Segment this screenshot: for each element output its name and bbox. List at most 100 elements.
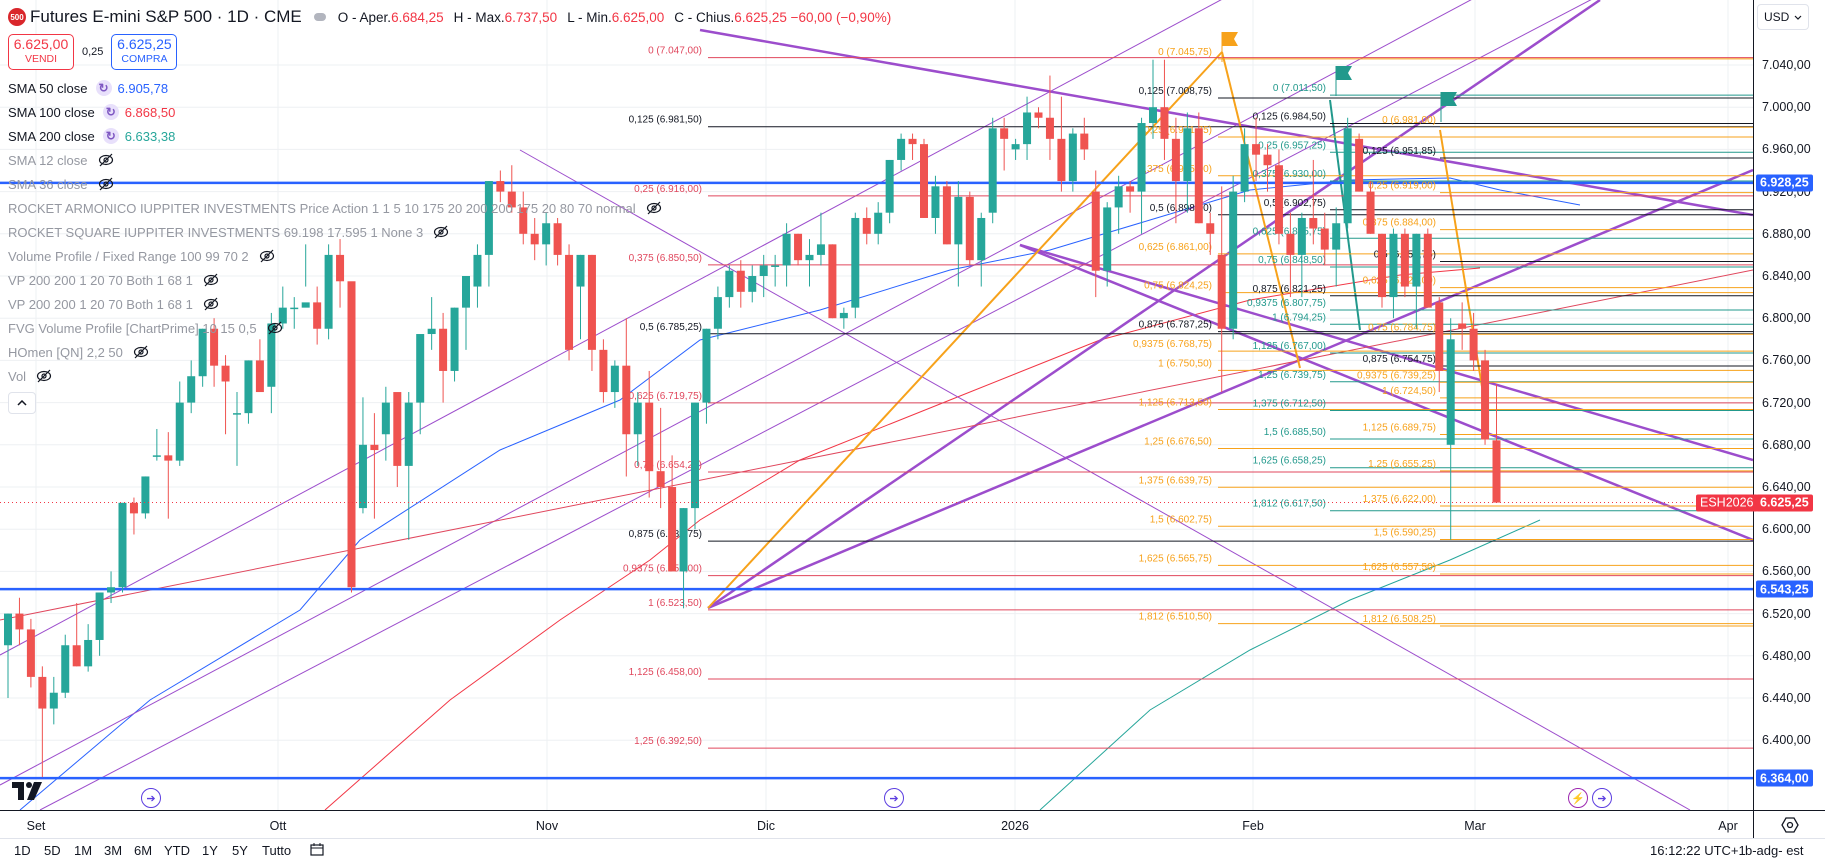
adjustment-toggle[interactable]: b-adg- est bbox=[1745, 843, 1804, 858]
candle-body bbox=[427, 328, 436, 335]
fib-mid-label: 1,125 (6.713,50) bbox=[1139, 397, 1212, 408]
fib-left-label: 0,75 (6.654,25) bbox=[634, 460, 702, 471]
tradingview-logo[interactable] bbox=[12, 782, 44, 805]
symbol-header: 500 Futures E-mini S&P 500 · 1D · CME O … bbox=[8, 4, 901, 30]
candle-body bbox=[393, 392, 402, 466]
dividend-event-icon[interactable]: ➔ bbox=[141, 788, 161, 808]
refresh-icon[interactable]: ↻ bbox=[95, 80, 112, 96]
candle-body bbox=[519, 207, 528, 234]
indicator-item[interactable]: SMA 200 close ↻ 6.633,38 bbox=[8, 124, 901, 148]
fib-mid-label: 1,625 (6.565,75) bbox=[1139, 553, 1212, 564]
currency-select[interactable]: USD bbox=[1757, 4, 1809, 30]
candle-body bbox=[691, 402, 699, 509]
indicator-item[interactable]: Vol bbox=[8, 364, 901, 388]
indicator-label: VP 200 200 1 20 70 Both 1 68 1 bbox=[8, 296, 193, 312]
calendar-icon[interactable] bbox=[310, 842, 324, 856]
indicator-item[interactable]: ROCKET ARMONICO IUPPITER INVESTMENTS Pri… bbox=[8, 196, 901, 220]
candle-body bbox=[885, 159, 894, 213]
range-button-3m[interactable]: 3M bbox=[104, 843, 123, 858]
candle-body bbox=[622, 365, 631, 435]
dividend-event-icon[interactable]: ➔ bbox=[884, 788, 904, 808]
range-button-1d[interactable]: 1D bbox=[14, 843, 31, 858]
price-label: 6.928,25 bbox=[1756, 174, 1813, 192]
indicator-item[interactable]: ROCKET SQUARE IUPPITER INVESTMENTS 69.19… bbox=[8, 220, 901, 244]
range-button-5d[interactable]: 5D bbox=[44, 843, 61, 858]
eye-crossed-icon[interactable] bbox=[203, 273, 219, 287]
eye-crossed-icon[interactable] bbox=[267, 321, 283, 335]
indicator-label: ROCKET SQUARE IUPPITER INVESTMENTS 69.19… bbox=[8, 224, 424, 240]
candle-body bbox=[450, 307, 459, 371]
indicator-label: FVG Volume Profile [ChartPrime] 10 15 0,… bbox=[8, 320, 257, 336]
candle-body bbox=[1481, 360, 1490, 440]
market-status-icon[interactable] bbox=[313, 13, 326, 21]
range-button-tutto[interactable]: Tutto bbox=[262, 843, 292, 858]
dividend-event-icon[interactable]: ➔ bbox=[1592, 788, 1612, 808]
fib-right-label: 0,875 (6.821,25) bbox=[1253, 284, 1326, 295]
fib-left-label: 1,25 (6.392,50) bbox=[634, 736, 702, 747]
candle-body bbox=[129, 502, 138, 514]
indicator-item[interactable]: VP 200 200 1 20 70 Both 1 68 1 bbox=[8, 292, 901, 316]
buy-button[interactable]: 6.625,25 COMPRA bbox=[111, 34, 178, 70]
price-tick: 6.680,00 bbox=[1762, 437, 1811, 452]
price-tick: 6.960,00 bbox=[1762, 142, 1811, 157]
indicator-item[interactable]: FVG Volume Profile [ChartPrime] 10 15 0,… bbox=[8, 316, 901, 340]
candle-body bbox=[1217, 254, 1226, 329]
candle-body bbox=[416, 334, 425, 403]
range-button-5y[interactable]: 5Y bbox=[232, 843, 248, 858]
sell-button[interactable]: 6.625,00 VENDI bbox=[8, 34, 74, 70]
clock[interactable]: 16:12:22 UTC+1 bbox=[1650, 843, 1746, 858]
eye-crossed-icon[interactable] bbox=[433, 225, 449, 239]
range-button-1y[interactable]: 1Y bbox=[202, 843, 218, 858]
ohlc-low: L - Min.6.625,00 bbox=[567, 9, 665, 25]
indicator-item[interactable]: SMA 100 close ↻ 6.868,50 bbox=[8, 100, 901, 124]
chart-settings-button[interactable] bbox=[1753, 810, 1825, 839]
eye-crossed-icon[interactable] bbox=[646, 201, 662, 215]
chart-canvas[interactable]: 0 (7.047,00) 0,125 (6.981,50) 0,25 (6.916,… bbox=[0, 0, 1753, 810]
eye-crossed-icon[interactable] bbox=[133, 345, 149, 359]
collapse-legend-button[interactable] bbox=[8, 392, 36, 414]
fib-mid-label: 0,875 (6.787,25) bbox=[1139, 320, 1212, 331]
indicator-item[interactable]: SMA 12 close bbox=[8, 148, 901, 172]
indicator-item[interactable]: Volume Profile / Fixed Range 100 99 70 2 bbox=[8, 244, 901, 268]
indicator-item[interactable]: VP 200 200 1 20 70 Both 1 68 1 bbox=[8, 268, 901, 292]
eye-crossed-icon[interactable] bbox=[98, 153, 114, 167]
flag-icon bbox=[1222, 32, 1238, 46]
candle-body bbox=[1103, 207, 1112, 271]
candle-body bbox=[210, 328, 219, 366]
symbol-title[interactable]: Futures E-mini S&P 500 · 1D · CME bbox=[30, 7, 302, 26]
eye-crossed-icon[interactable] bbox=[203, 297, 219, 311]
indicator-item[interactable]: SMA 50 close ↻ 6.905,78 bbox=[8, 76, 901, 100]
eye-crossed-icon[interactable] bbox=[98, 177, 114, 191]
candle-body bbox=[805, 254, 814, 261]
candle-body bbox=[507, 191, 516, 208]
candle-body bbox=[164, 455, 173, 461]
time-label: Ott bbox=[269, 819, 287, 833]
candle-body bbox=[1446, 339, 1455, 445]
eye-crossed-icon[interactable] bbox=[259, 249, 275, 263]
bottom-toolbar: 16:12:22 UTC+1 b-adg- est 1D 5D 1M 3M 6M YTD 1… bbox=[0, 838, 1825, 859]
refresh-icon[interactable]: ↻ bbox=[102, 104, 119, 120]
indicator-item[interactable]: SMA 36 close bbox=[8, 172, 901, 196]
channel-line-bold bbox=[707, 168, 1753, 610]
candle-body bbox=[107, 587, 116, 593]
range-button-1m[interactable]: 1M bbox=[74, 843, 93, 858]
price-axis[interactable]: 7.040,00 7.000,00 6.960,00 6.920,00 6.880,00… bbox=[1753, 0, 1825, 810]
fib-left-label: 0,875 (6.588,75) bbox=[629, 529, 702, 540]
candle-body bbox=[26, 629, 35, 677]
fib-far-label: 0,375 (6.884,00) bbox=[1363, 218, 1436, 229]
price-tick: 6.440,00 bbox=[1762, 691, 1811, 705]
refresh-icon[interactable]: ↻ bbox=[102, 128, 119, 144]
fib-mid-label: 0,25 (6.971,75) bbox=[1144, 125, 1212, 136]
trend-line-orange bbox=[1221, 51, 1301, 369]
indicator-label: SMA 50 close bbox=[8, 80, 88, 96]
candle-body bbox=[862, 217, 871, 234]
range-button-ytd[interactable]: YTD bbox=[164, 843, 190, 858]
indicator-item[interactable]: HOmen [QN] 2,2 50 bbox=[8, 340, 901, 364]
flag-icon bbox=[1441, 92, 1457, 106]
earnings-flash-icon[interactable]: ⚡ bbox=[1568, 788, 1588, 808]
candle-body bbox=[713, 297, 722, 329]
eye-crossed-icon[interactable] bbox=[36, 369, 52, 383]
range-button-6m[interactable]: 6M bbox=[134, 843, 153, 858]
indicator-label: HOmen [QN] 2,2 50 bbox=[8, 344, 123, 360]
time-axis[interactable]: Set Ott Nov Dic 2026 Feb Mar Apr bbox=[0, 810, 1753, 839]
